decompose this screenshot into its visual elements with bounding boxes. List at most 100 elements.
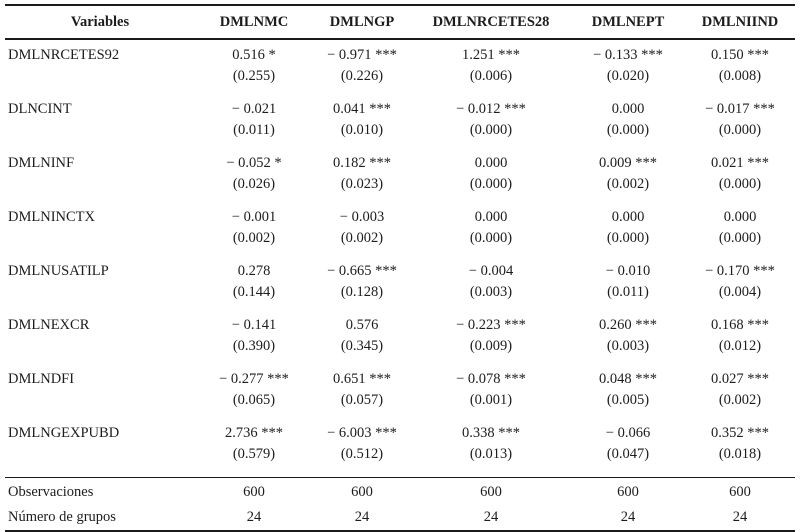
table-row: DMLNINF − 0.052 * (0.026) 0.182 *** (0.023) 0… [5,153,795,207]
estimate-cell: − 6.003 *** (0.512) [313,423,411,478]
footer-label: Observaciones [8,484,94,500]
variable-label-cell: DLNCINT [5,99,195,153]
coefficient-value: 0.651 *** [333,371,391,387]
footer-value-cell: 600 [411,477,571,505]
standard-error-value: (0.004) [718,284,762,300]
standard-error-value: (0.001) [469,392,513,408]
coefficient-value: − 0.010 [605,263,651,279]
coefficient-value: 0.576 [345,317,379,333]
standard-error-value: (0.255) [232,68,276,84]
standard-error-value: (0.144) [232,284,276,300]
column-header-variables: Variables [5,5,195,40]
coefficient-value: 0.000 [474,155,508,171]
variable-label: DMLNEXCR [8,317,90,333]
coefficient-value: − 0.001 [231,209,277,225]
standard-error-value: (0.000) [606,230,650,246]
coefficient-value: 0.338 *** [462,425,520,441]
estimate-cell: 1.251 *** (0.006) [411,39,571,99]
footer-label: Número de grupos [8,509,116,525]
footer-value-cell: 600 [685,477,795,505]
column-header: DMLNEPT [571,5,685,40]
estimate-cell: − 0.078 *** (0.001) [411,369,571,423]
standard-error-value: (0.000) [718,122,762,138]
standard-error-value: (0.009) [469,338,513,354]
coefficient-value: − 0.133 *** [593,47,663,63]
estimate-cell: 0.000 (0.000) [411,153,571,207]
coefficient-value: − 0.004 [468,263,514,279]
standard-error-value: (0.000) [718,176,762,192]
estimate-cell: − 0.665 *** (0.128) [313,261,411,315]
footer-value: 24 [354,509,370,525]
estimate-cell: − 0.971 *** (0.226) [313,39,411,99]
standard-error-value: (0.000) [469,122,513,138]
estimate-cell: 0.009 *** (0.002) [571,153,685,207]
variable-label: DMLNRCETES92 [8,47,120,63]
table-row: DMLNUSATILP 0.278 (0.144) − 0.665 *** (0.128… [5,261,795,315]
standard-error-value: (0.000) [469,176,513,192]
column-header: DMLNGP [313,5,411,40]
coefficient-value: − 0.066 [605,425,651,441]
standard-error-value: (0.047) [606,446,650,462]
coefficient-value: 0.516 * [232,47,276,63]
standard-error-value: (0.000) [606,122,650,138]
estimate-cell: 0.651 *** (0.057) [313,369,411,423]
estimate-cell: 0.182 *** (0.023) [313,153,411,207]
footer-value: 600 [351,484,373,500]
coefficient-value: 1.251 *** [462,47,520,63]
standard-error-value: (0.002) [718,392,762,408]
estimate-cell: 0.000 (0.000) [411,207,571,261]
estimate-cell: 0.021 *** (0.000) [685,153,795,207]
footer-value-cell: 24 [411,505,571,531]
estimate-cell: − 0.012 *** (0.000) [411,99,571,153]
coefficient-value: − 0.052 * [226,155,282,171]
standard-error-value: (0.003) [606,338,650,354]
standard-error-value: (0.005) [606,392,650,408]
table-row: DMLNEXCR − 0.141 (0.390) 0.576 (0.345) − 0.22… [5,315,795,369]
coefficient-value: 0.027 *** [711,371,769,387]
standard-error-value: (0.002) [340,230,384,246]
estimate-cell: 0.576 (0.345) [313,315,411,369]
standard-error-value: (0.011) [233,122,275,138]
standard-error-value: (0.006) [469,68,513,84]
estimate-cell: 0.338 *** (0.013) [411,423,571,478]
column-header: DMLNMC [195,5,313,40]
coefficient-value: − 0.223 *** [456,317,526,333]
standard-error-value: (0.018) [718,446,762,462]
estimate-cell: − 0.021 (0.011) [195,99,313,153]
variable-label: DLNCINT [8,101,72,117]
estimate-cell: − 0.017 *** (0.000) [685,99,795,153]
estimate-cell: 0.352 *** (0.018) [685,423,795,478]
variable-label-cell: DMLNINF [5,153,195,207]
coefficient-value: 0.278 [237,263,271,279]
coefficient-value: 0.021 *** [711,155,769,171]
variable-label: DMLNDFI [8,371,75,387]
coefficient-value: − 0.012 *** [456,101,526,117]
footer-value: 600 [480,484,502,500]
coefficient-value: − 0.141 [231,317,277,333]
standard-error-value: (0.000) [718,230,762,246]
variable-label: DMLNGEXPUBD [8,425,120,441]
coefficient-value: 0.000 [611,101,645,117]
column-header: DMLNIIND [685,5,795,40]
estimate-cell: − 0.052 * (0.026) [195,153,313,207]
coefficient-value: − 6.003 *** [327,425,397,441]
header-row: Variables DMLNMC DMLNGP DMLNRCETES28 DMLNEPT… [5,5,795,40]
standard-error-value: (0.512) [340,446,384,462]
estimate-cell: 0.000 (0.000) [571,99,685,153]
coefficient-value: 0.048 *** [599,371,657,387]
footer-label-cell: Número de grupos [5,505,195,531]
footer-value: 24 [620,509,636,525]
table-row: DMLNGEXPUBD 2.736 *** (0.579) − 6.003 *** (0… [5,423,795,478]
regression-results-table: Variables DMLNMC DMLNGP DMLNRCETES28 DMLNEPT… [5,4,795,532]
standard-error-value: (0.226) [340,68,384,84]
coefficient-value: 0.041 *** [333,101,391,117]
coefficient-value: 0.168 *** [711,317,769,333]
table-footer: Observaciones 600 600 600 600 600 Número de gr… [5,477,795,532]
table-row: DMLNINCTX − 0.001 (0.002) − 0.003 (0.002) 0.0… [5,207,795,261]
estimate-cell: − 0.277 *** (0.065) [195,369,313,423]
coefficient-value: − 0.277 *** [219,371,289,387]
estimate-cell: 0.168 *** (0.012) [685,315,795,369]
variable-label: DMLNINF [8,155,75,171]
table-row: DLNCINT − 0.021 (0.011) 0.041 *** (0.010) − 0… [5,99,795,153]
table-row: DMLNRCETES92 0.516 * (0.255) − 0.971 *** (0.… [5,39,795,99]
